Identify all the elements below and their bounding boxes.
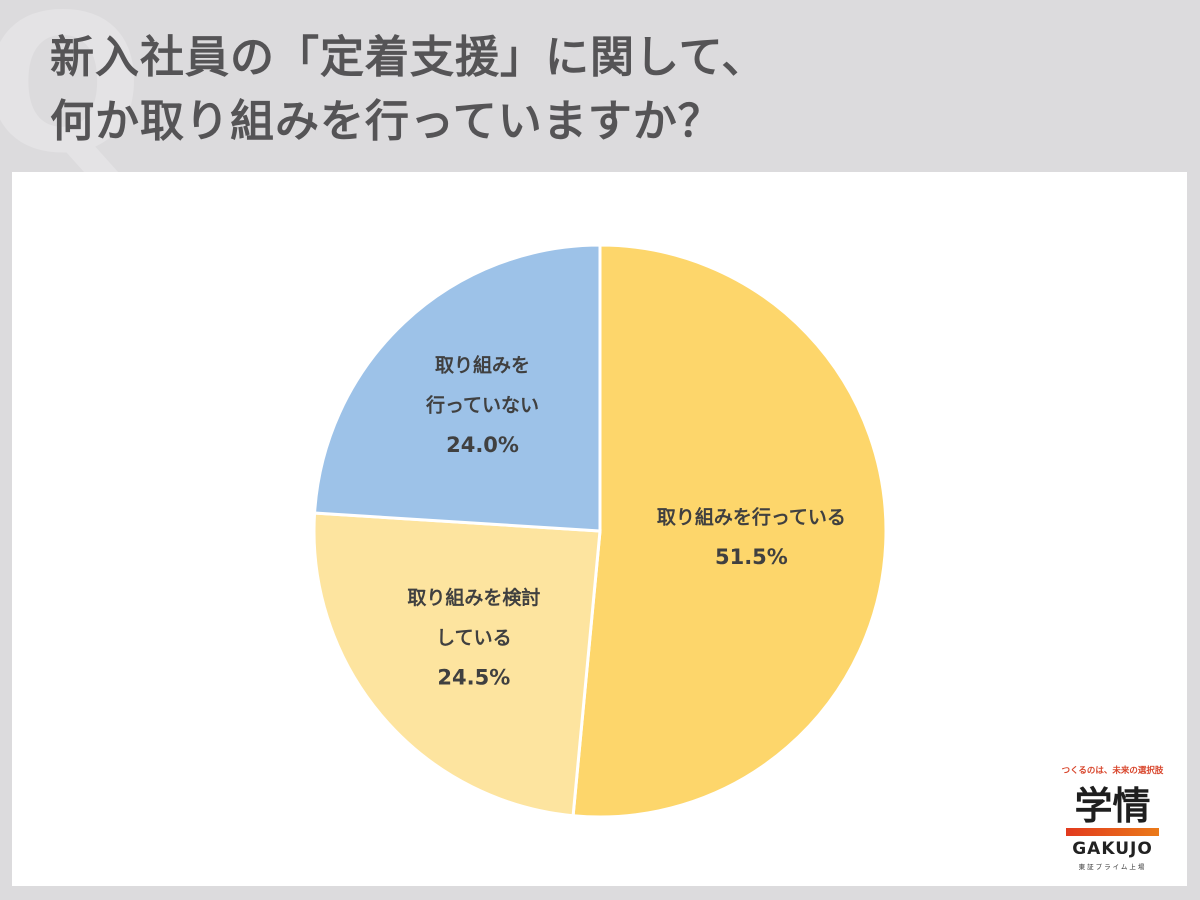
chart-title: 新入社員の「定着支援」に関して、 何か取り組みを行っていますか？: [50, 26, 1150, 154]
logo-english: GAKUJO: [1072, 839, 1153, 859]
slice-category-label: 取り組みを: [435, 353, 530, 376]
slice-category-label: している: [436, 627, 511, 649]
slice-category-label: 行っていない: [425, 393, 539, 416]
pie-slice: [312, 243, 602, 533]
title-line-1: 新入社員の「定着支援」に関して、: [50, 32, 767, 83]
slice-value-label: 24.5%: [437, 666, 510, 690]
logo-kanji: 学情: [1074, 784, 1151, 828]
slice-category-label: 取り組みを行っている: [657, 506, 846, 529]
gakujo-logo: つくるのは、未来の選択肢 学情 GAKUJO 東証プライム上場: [1060, 764, 1165, 879]
title-line-2: 何か取り組みを行っていますか？: [50, 96, 723, 147]
logo-bar: [1066, 828, 1159, 836]
pie-slice: [312, 511, 602, 818]
logo-tagline: つくるのは、未来の選択肢: [1061, 766, 1164, 776]
pie-slice: [571, 243, 888, 819]
slice-category-label: 取り組みを検討: [407, 586, 540, 609]
logo-subtitle: 東証プライム上場: [1078, 863, 1147, 871]
slice-value-label: 51.5%: [715, 545, 788, 569]
chart-panel: 取り組みを行っている 51.5% 取り組みを検討 している 24.5% 取り組みを行ってい…: [12, 172, 1187, 886]
slice-value-label: 24.0%: [446, 433, 519, 457]
watermark-q: Q: [0, 0, 144, 195]
